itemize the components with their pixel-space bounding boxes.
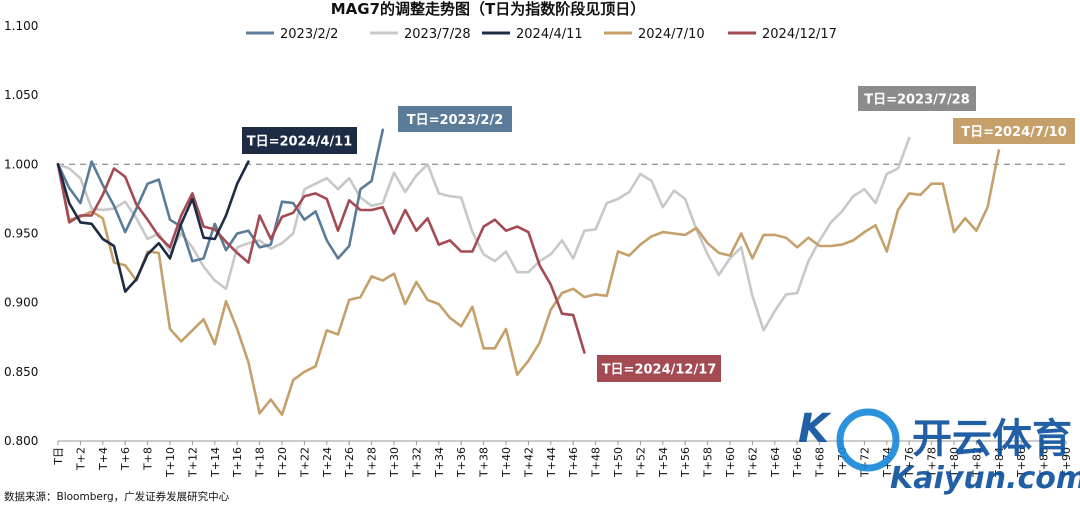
x-tick-label: T+82 — [970, 447, 983, 478]
watermark-main-text: 开云体育 — [912, 416, 1072, 462]
series-line-2023-7-28 — [56, 136, 911, 332]
x-tick-label: T+14 — [209, 447, 222, 478]
x-tick-label: T+78 — [926, 447, 939, 478]
y-tick-label: 0.850 — [4, 365, 38, 379]
x-axis: T日 T+2 T+4 T+6 T+8 T+10 T+12 T+14 T+16 T+18 T+20 T+… — [52, 441, 1073, 478]
x-tick-label: T+72 — [858, 447, 871, 478]
y-tick-label: 1.000 — [4, 157, 38, 171]
callout-label: T日=2024/4/11 — [247, 135, 353, 150]
x-tick-label: T+28 — [366, 447, 379, 478]
series-lines — [56, 128, 1001, 416]
y-tick-label: 0.900 — [4, 296, 38, 310]
x-tick-label: T+2 — [74, 447, 87, 471]
x-tick-label: T+52 — [634, 447, 647, 478]
x-tick-label: T+30 — [388, 447, 401, 478]
x-tick-label: T+90 — [1060, 447, 1073, 478]
x-tick-label: T+32 — [410, 447, 423, 478]
y-tick-label: 1.050 — [4, 88, 38, 102]
y-tick-label: 1.100 — [4, 19, 38, 33]
watermark-sub-text: Kaiyun.com — [890, 461, 1080, 496]
chart-title: MAG7的调整走势图（T日为指数阶段见顶日） — [331, 0, 646, 18]
x-tick-label: T+6 — [119, 447, 132, 471]
callout-box — [953, 118, 1075, 144]
x-tick-label: T+38 — [478, 447, 491, 478]
x-tick-label: T+40 — [500, 447, 513, 478]
x-tick-label: T+22 — [298, 447, 311, 478]
x-tick-label: T+56 — [679, 447, 692, 478]
callout-label: T日=2024/12/17 — [602, 363, 717, 378]
x-tick-label: T+18 — [254, 447, 267, 478]
x-tick-label: T+58 — [702, 447, 715, 478]
watermark-logo: K 开云体育 Kaiyun.com — [798, 406, 1080, 496]
x-tick-label: T+26 — [343, 447, 356, 478]
x-tick-label: T+64 — [769, 447, 782, 478]
legend-label: 2023/7/28 — [404, 27, 471, 42]
callout-label: T日=2024/7/10 — [961, 125, 1067, 140]
series-line-2024-4-11 — [56, 160, 250, 293]
x-tick-label: T+66 — [791, 447, 804, 478]
legend-label: 2024/7/10 — [638, 27, 705, 42]
callout-label: T日=2023/7/28 — [864, 93, 970, 108]
legend-label: 2023/2/2 — [280, 27, 338, 42]
x-tick-label: T+24 — [321, 447, 334, 478]
legend-label: 2024/4/11 — [516, 27, 583, 42]
x-tick-label: T+84 — [993, 447, 1006, 478]
x-tick-label: T+48 — [590, 447, 603, 478]
y-tick-label: 0.800 — [4, 434, 38, 448]
x-tick-label: T+36 — [455, 447, 468, 478]
x-tick-label: T+88 — [1038, 447, 1051, 478]
x-tick-label: T+8 — [142, 447, 155, 471]
callout-box — [242, 127, 357, 154]
callout-box — [858, 86, 976, 111]
x-tick-label: T+60 — [724, 447, 737, 478]
x-tick-label: T+50 — [612, 447, 625, 478]
callout-box — [597, 355, 721, 382]
svg-text:K: K — [798, 406, 832, 452]
source-note: 数据来源：Bloomberg，广发证券发展研究中心 — [4, 490, 230, 503]
x-tick-label: T+68 — [814, 447, 827, 478]
chart-legend: 2023/2/2 2023/7/28 2024/4/11 2024/7/10 2024/… — [246, 27, 837, 42]
callout-label: T日=2023/2/2 — [407, 113, 504, 128]
x-tick-label: T+44 — [545, 447, 558, 478]
y-axis: 1.100 1.050 1.000 0.950 0.900 0.850 0.800 — [4, 19, 1066, 448]
x-tick-label: T+34 — [433, 447, 446, 478]
x-tick-label: T+16 — [231, 447, 244, 478]
x-tick-label: T+42 — [522, 447, 535, 478]
legend-label: 2024/12/17 — [762, 27, 837, 42]
series-callouts: T日=2023/2/2 T日=2023/7/28 T日=2024/4/11 T日=20… — [242, 86, 1075, 382]
x-tick-label: T+54 — [657, 447, 670, 478]
x-tick-label: T+46 — [567, 447, 580, 478]
x-tick-label: T+20 — [276, 447, 289, 478]
x-tick-label: T日 — [52, 447, 65, 466]
x-tick-label: T+80 — [948, 447, 961, 478]
series-line-2024-12-17 — [56, 163, 586, 354]
x-tick-label: T+12 — [186, 447, 199, 478]
x-tick-label: T+62 — [746, 447, 759, 478]
x-tick-label: T+86 — [1015, 447, 1028, 478]
y-tick-label: 0.950 — [4, 227, 38, 241]
x-tick-label: T+10 — [164, 447, 177, 478]
x-tick-label: T+4 — [97, 447, 110, 471]
series-line-2024-7-10 — [56, 149, 1001, 416]
x-tick-label: T+76 — [903, 447, 916, 478]
callout-box — [398, 106, 512, 132]
